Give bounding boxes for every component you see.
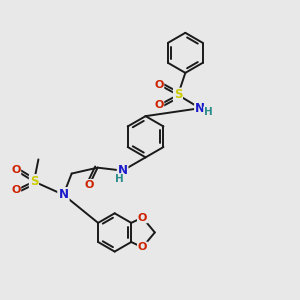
Text: O: O	[138, 242, 147, 252]
Text: S: S	[30, 175, 38, 188]
Text: O: O	[11, 165, 20, 175]
Text: N: N	[118, 164, 128, 177]
Text: O: O	[154, 80, 164, 90]
Text: O: O	[138, 213, 147, 223]
Text: O: O	[154, 100, 164, 110]
Text: N: N	[195, 102, 205, 115]
Text: S: S	[174, 88, 182, 101]
Text: N: N	[58, 188, 68, 201]
Text: N: N	[58, 188, 68, 201]
Text: N: N	[195, 102, 205, 115]
Text: O: O	[85, 180, 94, 190]
Text: S: S	[30, 175, 38, 188]
Text: H: H	[204, 107, 213, 117]
Text: H: H	[115, 174, 124, 184]
Text: O: O	[11, 185, 20, 195]
Text: N: N	[58, 188, 68, 201]
Text: H: H	[204, 107, 213, 117]
